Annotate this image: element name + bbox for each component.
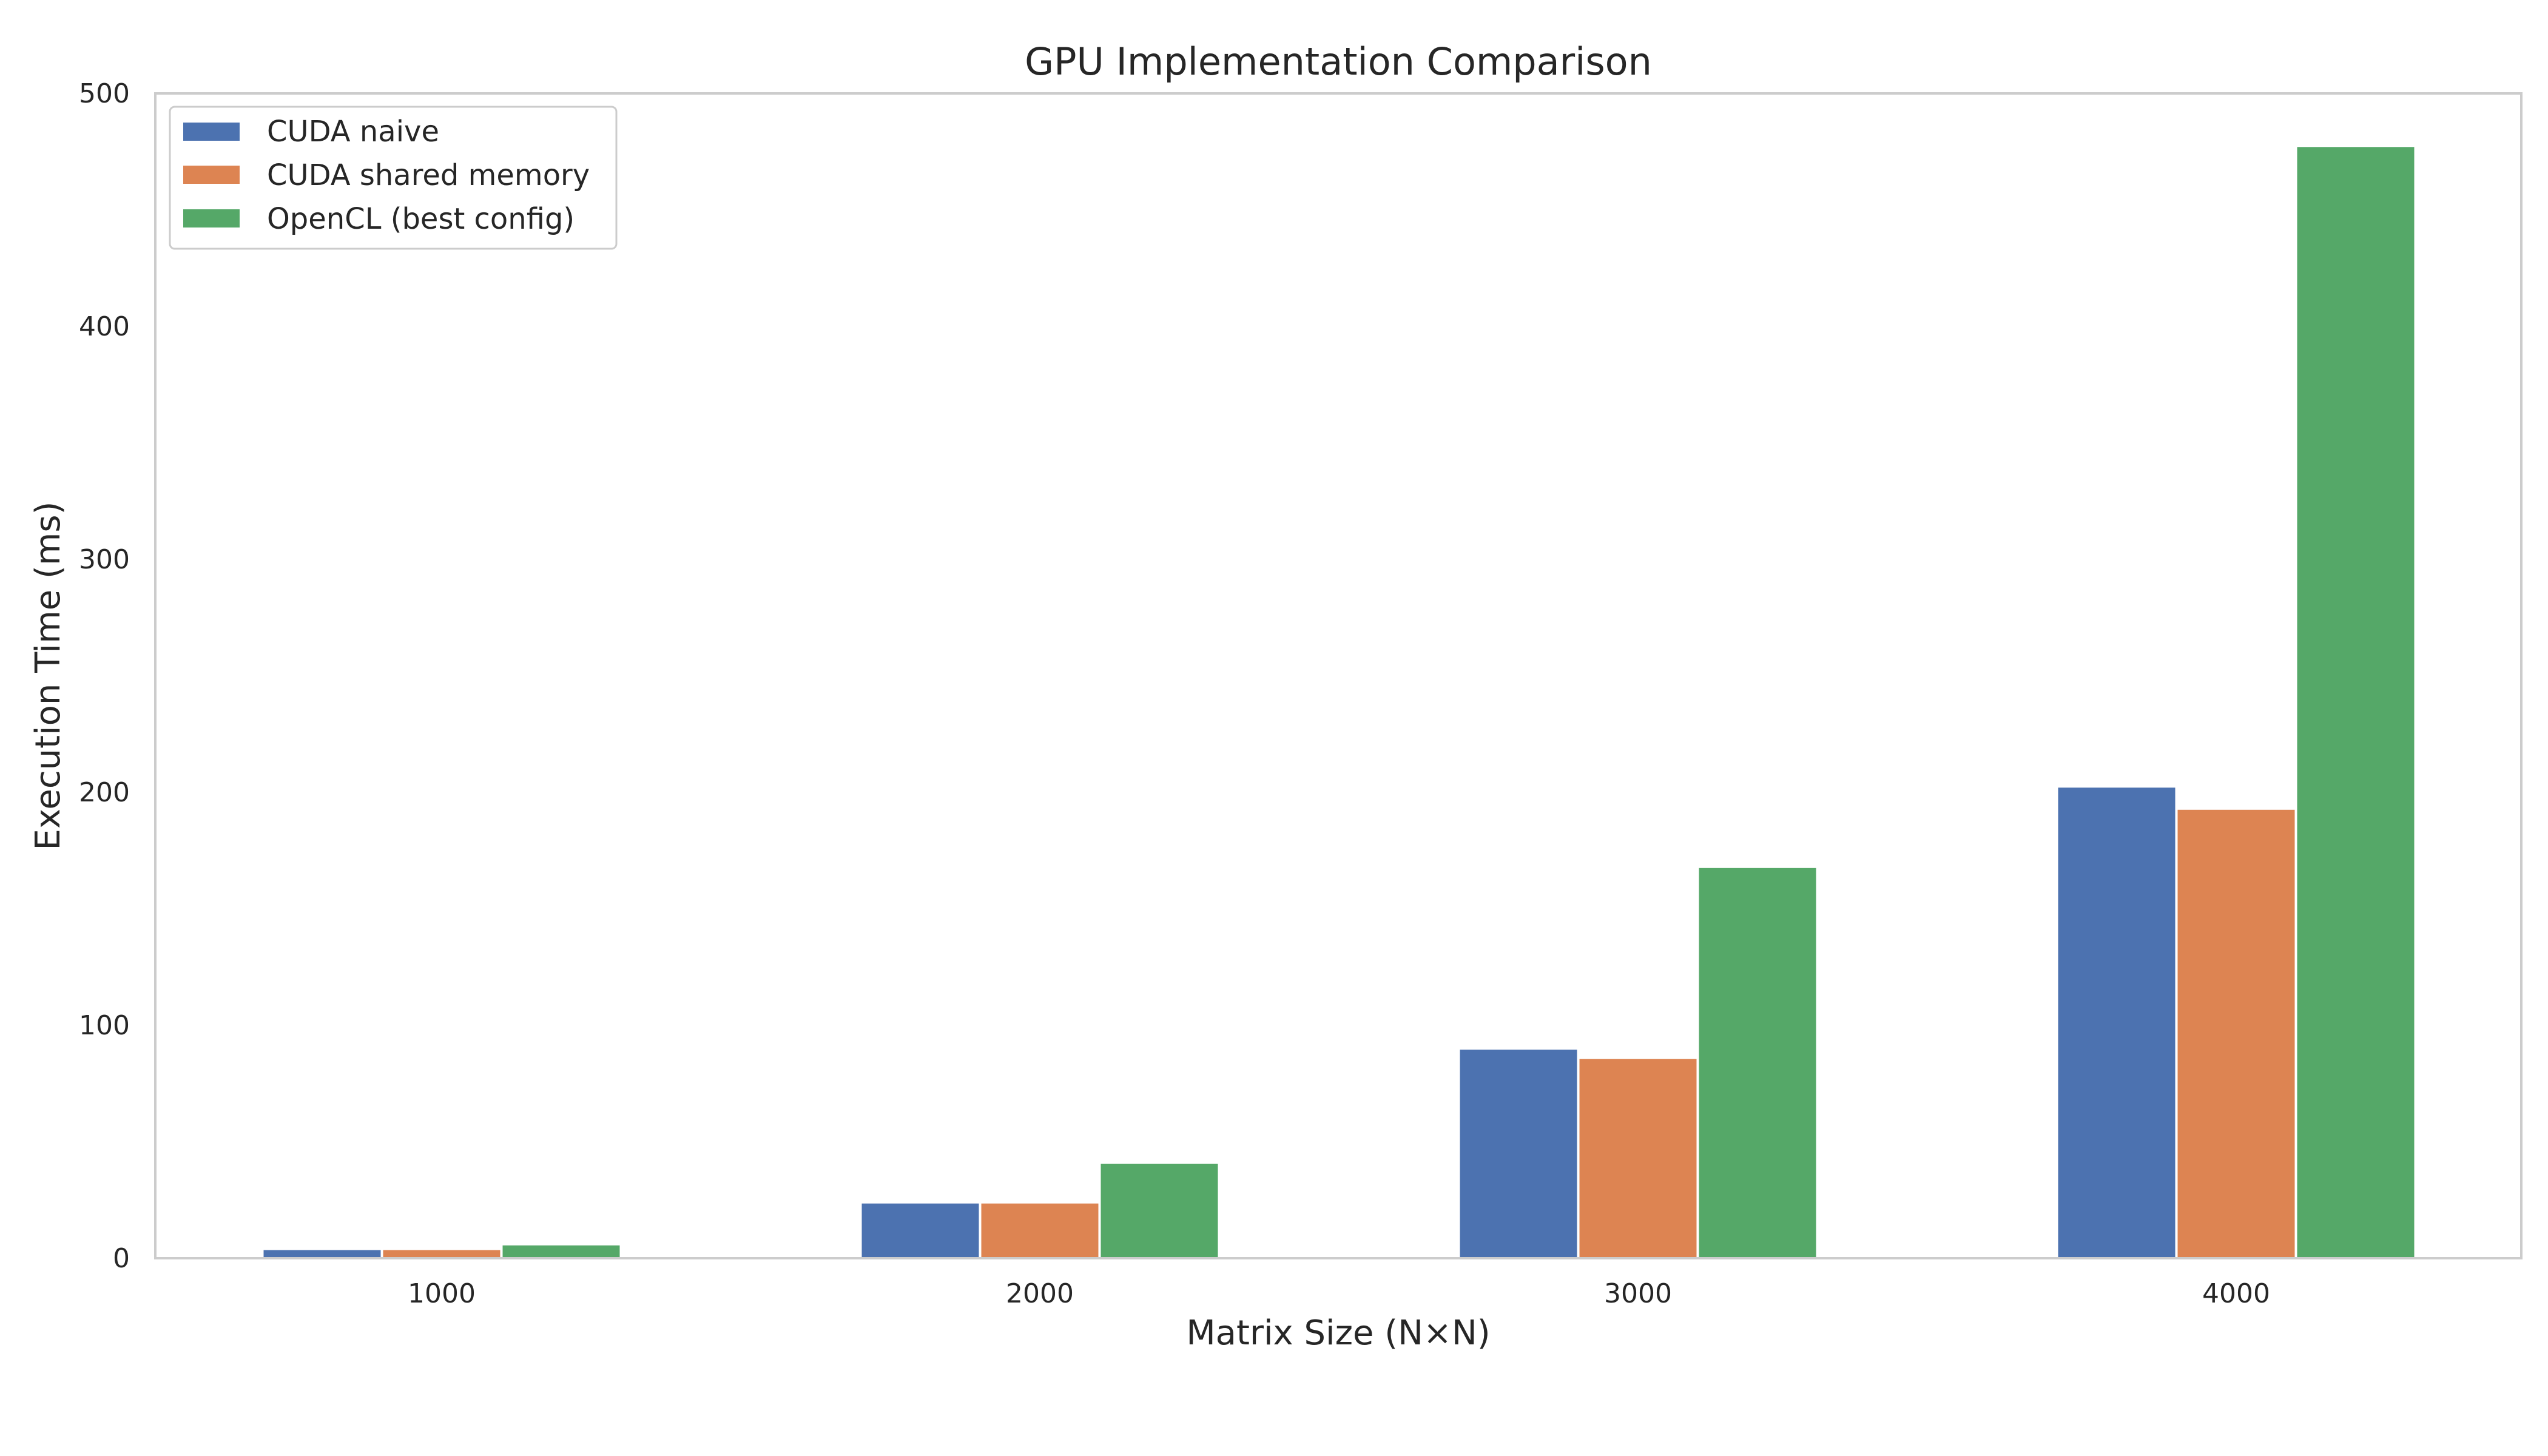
bar-s0-c0 bbox=[263, 1250, 381, 1258]
x-tick-label: 1000 bbox=[408, 1278, 476, 1309]
x-tick-label: 3000 bbox=[1604, 1278, 1672, 1309]
y-tick-label: 500 bbox=[79, 78, 130, 109]
legend-swatch-cuda-shared bbox=[183, 166, 240, 184]
legend-swatch-opencl bbox=[183, 209, 240, 228]
bar-s1-c2 bbox=[1579, 1059, 1697, 1258]
legend-label-cuda-shared: CUDA shared memory bbox=[267, 158, 590, 192]
bar-s1-c3 bbox=[2177, 809, 2295, 1258]
legend-label-opencl: OpenCL (best config) bbox=[267, 202, 575, 236]
y-tick-label: 400 bbox=[79, 311, 130, 342]
legend-swatch-cuda-naive bbox=[183, 123, 240, 141]
x-axis-label: Matrix Size (N×N) bbox=[1186, 1313, 1490, 1353]
y-axis-label: Execution Time (ms) bbox=[29, 502, 68, 851]
y-tick-label: 100 bbox=[79, 1010, 130, 1041]
y-tick-label: 200 bbox=[79, 777, 130, 808]
bar-s2-c0 bbox=[502, 1245, 620, 1258]
bar-s1-c0 bbox=[383, 1250, 500, 1258]
y-axis-ticks: 0 100 200 300 400 500 bbox=[79, 78, 130, 1274]
bar-s2-c3 bbox=[2297, 147, 2415, 1258]
bar-s0-c2 bbox=[1460, 1050, 1577, 1258]
legend: CUDA naive CUDA shared memory OpenCL (be… bbox=[169, 106, 618, 250]
bar-s2-c1 bbox=[1100, 1164, 1218, 1258]
x-tick-label: 4000 bbox=[2202, 1278, 2270, 1309]
bar-s1-c1 bbox=[981, 1203, 1099, 1258]
bar-s2-c2 bbox=[1699, 868, 1816, 1258]
bar-s0-c3 bbox=[2058, 787, 2176, 1258]
plot-frame bbox=[154, 92, 2523, 1259]
y-tick-label: 0 bbox=[113, 1243, 130, 1274]
x-tick-label: 2000 bbox=[1006, 1278, 1074, 1309]
legend-box bbox=[169, 106, 618, 250]
bar-s0-c1 bbox=[861, 1203, 979, 1258]
legend-label-cuda-naive: CUDA naive bbox=[267, 115, 439, 149]
y-tick-label: 300 bbox=[79, 544, 130, 575]
bars-layer bbox=[263, 147, 2415, 1258]
chart-title: GPU Implementation Comparison bbox=[1025, 39, 1652, 84]
x-axis-ticks: 1000 2000 3000 4000 bbox=[408, 1278, 2270, 1309]
